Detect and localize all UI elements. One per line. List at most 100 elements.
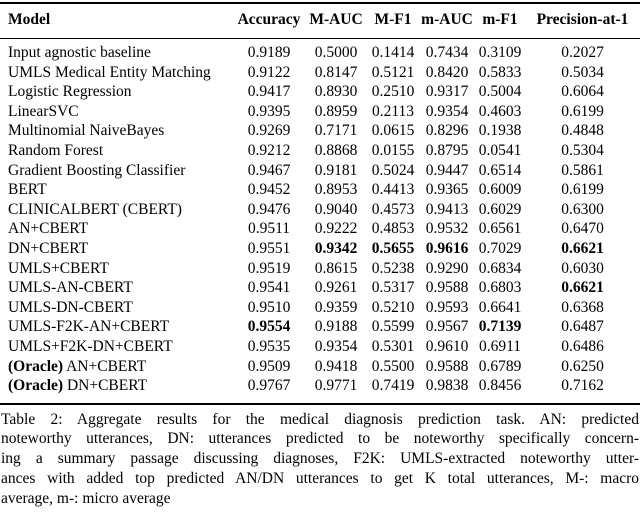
metric-cell: 0.9269: [247, 122, 291, 140]
metric-cell: 0.6803: [478, 279, 522, 297]
metric-cell: 0.6911: [478, 337, 522, 355]
metric-cell: 0.9122: [247, 63, 291, 81]
caption-line: Table 2: Aggregate results for the medic…: [1, 410, 639, 428]
metric-cell: 0.6561: [478, 220, 522, 238]
metric-cell: 0.9541: [247, 279, 291, 297]
table-row: BERT 0.9452 0.8953 0.4413 0.9365 0.6009 0.6199: [0, 180, 640, 200]
metric-cell: 0.6641: [478, 298, 522, 316]
metric-cell: 0.0615: [371, 122, 415, 140]
metric-cell: 0.7434: [425, 44, 469, 61]
metric-cell: 0.9767: [247, 377, 291, 395]
metric-cell: 0.6300: [561, 200, 604, 218]
metric-cell: 0.6486: [561, 337, 604, 355]
column-header-accuracy: Accuracy: [237, 11, 301, 28]
metric-cell: 0.9040: [314, 200, 358, 218]
metric-cell: 0.9354: [425, 102, 469, 120]
caption-line: ing a summary passage discussing diagnos…: [1, 450, 639, 468]
metric-cell: 0.9354: [314, 337, 358, 355]
metric-cell: 0.9588: [425, 279, 469, 297]
metric-cell: 0.6514: [478, 161, 522, 179]
table-row: Logistic Regression 0.9417 0.8930 0.2510 0.9…: [0, 82, 640, 102]
metric-cell: 0.2113: [371, 102, 415, 120]
metric-cell: 0.8868: [314, 141, 358, 159]
metric-cell: 0.9838: [425, 377, 469, 395]
table-row: AN+CBERT 0.9511 0.9222 0.4853 0.9532 0.6561 0.…: [0, 219, 640, 239]
table-row: (Oracle) AN+CBERT 0.9509 0.9418 0.5500 0.958…: [0, 357, 640, 377]
metric-cell: 0.0541: [478, 141, 522, 159]
column-header-macro-f1: M-F1: [374, 11, 412, 28]
metric-cell: 0.4848: [561, 122, 604, 140]
model-oracle-prefix: (Oracle): [8, 377, 64, 395]
metric-cell: 0.5599: [371, 318, 415, 336]
model-cell: UMLS-AN-CBERT: [8, 279, 133, 297]
model-cell: Input agnostic baseline: [8, 44, 151, 61]
metric-cell: 0.7029: [478, 239, 522, 257]
metric-cell: 0.9610: [425, 337, 469, 355]
metric-cell: 0.9510: [247, 298, 291, 316]
metric-cell: 0.9509: [247, 357, 291, 375]
metric-cell: 0.4413: [371, 181, 415, 199]
metric-cell: 0.6789: [478, 357, 522, 375]
metric-cell: 0.5210: [371, 298, 415, 316]
metric-cell: 0.9181: [314, 161, 358, 179]
table-row: Multinomial NaiveBayes 0.9269 0.7171 0.0615…: [0, 121, 640, 141]
metric-cell: 0.9551: [247, 239, 291, 257]
metric-cell: 0.5861: [561, 161, 604, 179]
metric-cell: 0.9189: [247, 44, 291, 61]
model-cell: AN+CBERT: [8, 220, 89, 238]
table-header: Model Accuracy M-AUC M-F1 m-AUC m-F1 Pre…: [0, 3, 640, 39]
model-cell: BERT: [8, 181, 47, 199]
column-header-macro-auc: M-AUC: [309, 11, 363, 28]
metric-cell: 0.6487: [561, 318, 604, 336]
header-row: Model Accuracy M-AUC M-F1 m-AUC m-F1 Pre…: [0, 3, 640, 39]
metric-cell: 0.9212: [247, 141, 291, 159]
table-row: Gradient Boosting Classifier 0.9467 0.9181…: [0, 161, 640, 181]
model-cell: Random Forest: [8, 141, 104, 159]
metric-cell: 0.9452: [247, 181, 291, 199]
model-cell: UMLS+CBERT: [8, 259, 109, 277]
model-cell: LinearSVC: [8, 102, 79, 120]
metric-cell: 0.6064: [561, 83, 604, 101]
metric-cell: 0.9467: [247, 161, 291, 179]
model-cell: Gradient Boosting Classifier: [8, 161, 186, 179]
column-header-precision-at-1: Precision-at-1: [536, 11, 629, 28]
metric-cell: 0.2510: [371, 83, 415, 101]
metric-cell: 0.4603: [478, 102, 522, 120]
column-header-micro-auc: m-AUC: [421, 11, 473, 28]
metric-cell: 0.6621: [561, 239, 604, 257]
metric-cell: 0.1414: [371, 44, 415, 61]
metric-cell: 0.3109: [478, 44, 522, 61]
metric-cell: 0.9511: [247, 220, 291, 238]
metric-cell: 0.9535: [247, 337, 291, 355]
metric-cell: 0.9317: [425, 83, 469, 101]
metric-cell: 0.9413: [425, 200, 469, 218]
metric-cell: 0.6030: [561, 259, 604, 277]
metric-cell: 0.5000: [314, 44, 358, 61]
model-cell: CLINICALBERT (CBERT): [8, 200, 182, 218]
metric-cell: 0.9261: [314, 279, 358, 297]
table-row: UMLS+F2K-DN+CBERT 0.9535 0.9354 0.5301 0.961…: [0, 337, 640, 357]
metric-cell: 0.9290: [425, 259, 469, 277]
metric-cell: 0.9418: [314, 357, 358, 375]
caption-line: ances with added top predicted AN/DN utt…: [1, 469, 639, 487]
table-row: DN+CBERT 0.9551 0.9342 0.5655 0.9616 0.7029 0.…: [0, 239, 640, 259]
metric-cell: 0.5500: [371, 357, 415, 375]
metric-cell: 0.8959: [314, 102, 358, 120]
model-cell: UMLS-DN-CBERT: [8, 298, 133, 316]
metric-cell: 0.6470: [561, 220, 604, 238]
metric-cell: 0.8615: [314, 259, 358, 277]
metric-cell: 0.5317: [371, 279, 415, 297]
table-caption: Table 2: Aggregate results for the medic…: [0, 410, 640, 509]
model-cell: Multinomial NaiveBayes: [8, 122, 165, 140]
metric-cell: 0.6009: [478, 181, 522, 199]
table-row: UMLS+CBERT 0.9519 0.8615 0.5238 0.9290 0.6834…: [0, 259, 640, 279]
metric-cell: 0.6199: [561, 102, 604, 120]
metric-cell: 0.9447: [425, 161, 469, 179]
table-row: LinearSVC 0.9395 0.8959 0.2113 0.9354 0.4603 0…: [0, 102, 640, 122]
metric-cell: 0.9222: [314, 220, 358, 238]
metric-cell: 0.9342: [314, 239, 358, 257]
caption-line: average, m-: micro average: [1, 489, 171, 507]
table-row: Input agnostic baseline 0.9189 0.5000 0.141…: [0, 39, 640, 63]
table-row: Random Forest 0.9212 0.8868 0.0155 0.8795 0.0…: [0, 141, 640, 161]
column-header-micro-f1: m-F1: [482, 11, 518, 28]
